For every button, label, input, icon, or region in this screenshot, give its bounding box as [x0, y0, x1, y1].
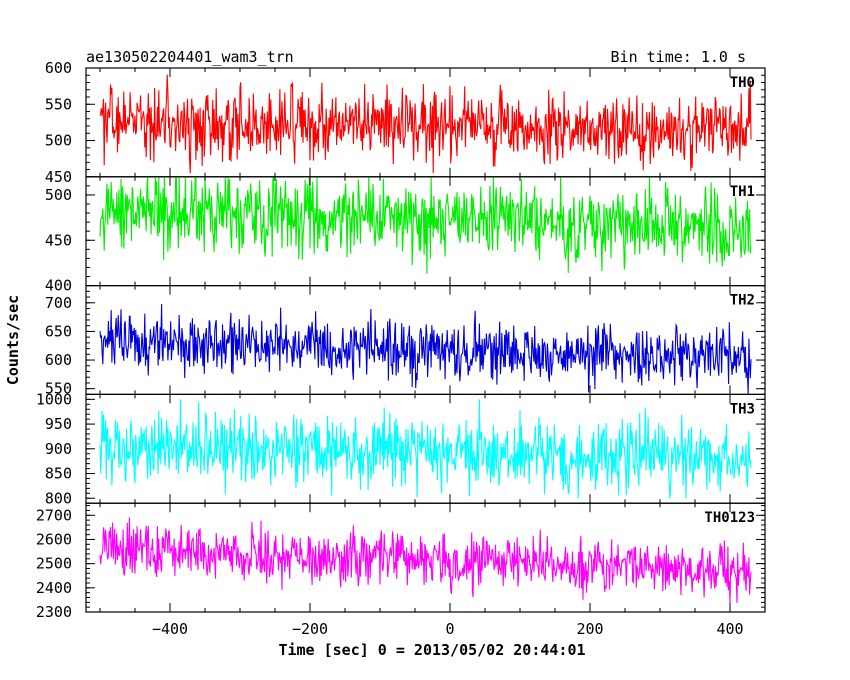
panel-label: TH1 [730, 184, 755, 200]
y-tick-label: 400 [45, 277, 72, 295]
chart-subtitle: Bin time: 1.0 s [611, 48, 746, 66]
y-tick-label: 550 [45, 380, 72, 398]
x-axis-title: Time [sec] 0 = 2013/05/02 20:44:01 [278, 641, 585, 659]
y-tick-label: 950 [45, 415, 72, 433]
y-tick-label: 500 [45, 132, 72, 150]
y-tick-label: 600 [45, 59, 72, 77]
y-tick-label: 550 [45, 95, 72, 113]
y-tick-label: 600 [45, 351, 72, 369]
y-tick-label: 2700 [36, 506, 72, 524]
y-tick-label: 650 [45, 322, 72, 340]
series-th3 [99, 399, 752, 499]
panel-label: TH0123 [704, 510, 755, 526]
panel-label: TH2 [730, 293, 755, 309]
panel-label: TH3 [730, 401, 755, 417]
panel-label: TH0 [730, 75, 755, 91]
panel-th3: 800 850 900 950 1000 TH3 [36, 390, 766, 507]
panel-th1: 400 450 500 TH1 [45, 176, 766, 295]
y-tick-label: 450 [45, 231, 72, 249]
y-tick-label: 450 [45, 168, 72, 186]
x-tick-label: 200 [576, 620, 603, 638]
y-tick-label: 2300 [36, 603, 72, 621]
x-tick-label: 0 [445, 620, 454, 638]
y-tick-label: 700 [45, 294, 72, 312]
y-tick-label: 2500 [36, 555, 72, 573]
y-tick-label: 2400 [36, 579, 72, 597]
x-tick-label: −400 [152, 620, 188, 638]
y-tick-label: 2600 [36, 530, 72, 548]
series-th2 [99, 304, 752, 395]
y-tick-label: 900 [45, 440, 72, 458]
series-th0123 [99, 517, 752, 604]
x-tick-label: −200 [292, 620, 328, 638]
y-tick-label: 800 [45, 489, 72, 507]
y-axis-title: Counts/sec [4, 295, 22, 385]
panel-th0123: 2300 2400 2500 2600 2700 TH0123 [36, 502, 766, 621]
panel-th0: 450 500 550 600 TH0 [45, 59, 766, 186]
series-th1 [99, 176, 752, 274]
y-tick-label: 1000 [36, 390, 72, 408]
chart-title: ae130502204401_wam3_trn [86, 48, 294, 66]
y-tick-label: 850 [45, 465, 72, 483]
panel-th2: 550 600 650 700 TH2 [45, 285, 766, 398]
series-th0 [99, 74, 752, 174]
x-tick-label: 400 [716, 620, 743, 638]
panel-frame [85, 502, 766, 613]
y-tick-label: 500 [45, 186, 72, 204]
